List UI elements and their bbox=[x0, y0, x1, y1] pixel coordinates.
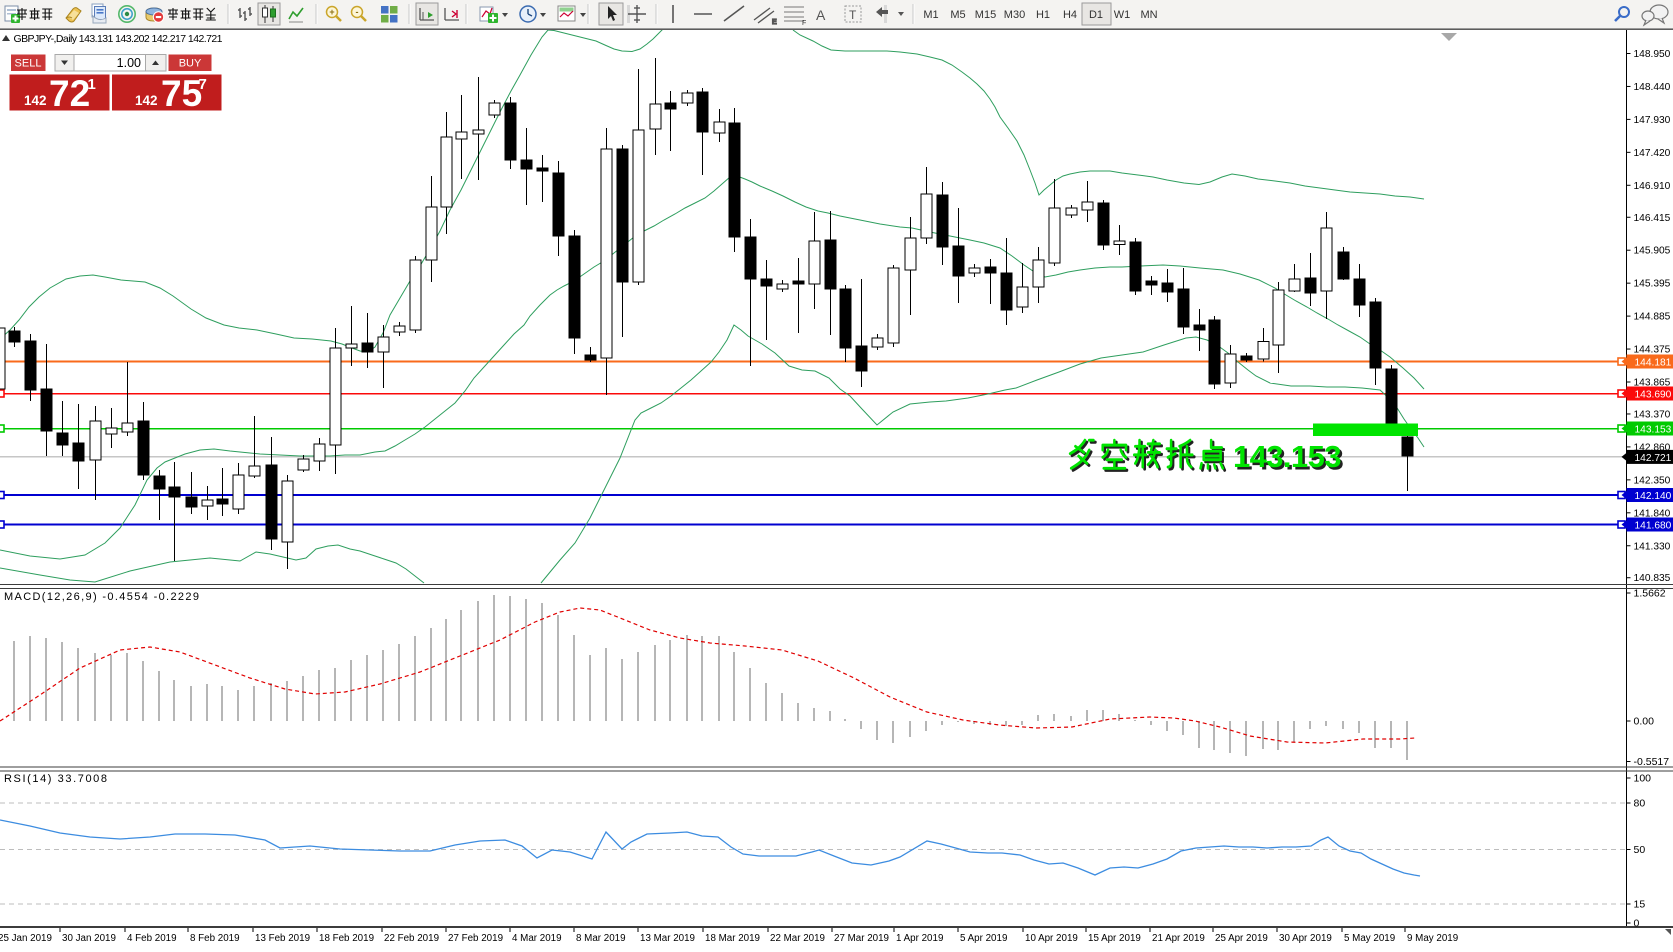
svg-text:9 May 2019: 9 May 2019 bbox=[1407, 933, 1458, 944]
svg-text:141.840: 141.840 bbox=[1634, 508, 1671, 519]
svg-text:W1: W1 bbox=[1114, 9, 1131, 21]
svg-text:143.153: 143.153 bbox=[1235, 441, 1343, 476]
svg-text:140.835: 140.835 bbox=[1634, 573, 1671, 584]
svg-text:142.860: 142.860 bbox=[1634, 442, 1671, 453]
svg-text:4 Mar 2019: 4 Mar 2019 bbox=[512, 933, 562, 944]
svg-text:100: 100 bbox=[1634, 773, 1652, 785]
svg-text:M30: M30 bbox=[1004, 9, 1025, 21]
svg-text:142.350: 142.350 bbox=[1634, 475, 1671, 486]
svg-text:8 Mar 2019: 8 Mar 2019 bbox=[576, 933, 626, 944]
svg-text:18 Feb 2019: 18 Feb 2019 bbox=[319, 933, 374, 944]
svg-text:M1: M1 bbox=[923, 9, 938, 21]
svg-text:145.395: 145.395 bbox=[1634, 279, 1671, 290]
svg-text:A: A bbox=[816, 7, 826, 23]
svg-text:25 Jan 2019: 25 Jan 2019 bbox=[0, 933, 52, 944]
svg-text:1.00: 1.00 bbox=[117, 56, 141, 70]
svg-text:144.885: 144.885 bbox=[1634, 312, 1671, 323]
svg-text:144.375: 144.375 bbox=[1634, 345, 1671, 356]
svg-text:4 Feb 2019: 4 Feb 2019 bbox=[127, 933, 177, 944]
svg-text:GBPJPY-,Daily 143.131 143.202: GBPJPY-,Daily 143.131 143.202 142.217 14… bbox=[14, 33, 223, 45]
svg-text:F: F bbox=[802, 20, 806, 27]
svg-text:142: 142 bbox=[135, 93, 158, 108]
svg-text:-0.5517: -0.5517 bbox=[1634, 756, 1670, 768]
svg-text:143.370: 143.370 bbox=[1634, 409, 1671, 420]
svg-text:7: 7 bbox=[199, 76, 207, 93]
svg-text:BUY: BUY bbox=[179, 58, 202, 70]
svg-text:30 Jan 2019: 30 Jan 2019 bbox=[62, 933, 116, 944]
svg-text:142.140: 142.140 bbox=[1635, 491, 1672, 502]
svg-text:21 Apr 2019: 21 Apr 2019 bbox=[1152, 933, 1205, 944]
svg-text:27 Feb 2019: 27 Feb 2019 bbox=[448, 933, 503, 944]
svg-text:MN: MN bbox=[1140, 9, 1157, 21]
svg-text:143.865: 143.865 bbox=[1634, 377, 1671, 388]
svg-text:143.153: 143.153 bbox=[1635, 425, 1672, 436]
svg-text:13 Feb 2019: 13 Feb 2019 bbox=[255, 933, 310, 944]
svg-text:146.910: 146.910 bbox=[1634, 181, 1671, 192]
svg-text:M15: M15 bbox=[975, 9, 996, 21]
svg-text:0: 0 bbox=[1634, 918, 1640, 930]
svg-text:D1: D1 bbox=[1089, 9, 1103, 21]
svg-text:T: T bbox=[849, 8, 857, 22]
svg-text:27 Mar 2019: 27 Mar 2019 bbox=[834, 933, 889, 944]
svg-text:146.415: 146.415 bbox=[1634, 213, 1671, 224]
svg-text:10 Apr 2019: 10 Apr 2019 bbox=[1025, 933, 1078, 944]
svg-text:144.181: 144.181 bbox=[1635, 358, 1672, 369]
svg-text:80: 80 bbox=[1634, 798, 1646, 810]
svg-text:1 Apr 2019: 1 Apr 2019 bbox=[896, 933, 943, 944]
svg-text:M5: M5 bbox=[950, 9, 965, 21]
svg-text:H4: H4 bbox=[1063, 9, 1077, 21]
svg-text:50: 50 bbox=[1634, 844, 1646, 856]
svg-text:-: - bbox=[356, 7, 359, 17]
svg-text:143.690: 143.690 bbox=[1635, 390, 1672, 401]
svg-text:141.330: 141.330 bbox=[1634, 541, 1671, 552]
svg-text:142: 142 bbox=[24, 93, 47, 108]
svg-text:72: 72 bbox=[49, 73, 90, 114]
svg-text:1.5662: 1.5662 bbox=[1634, 588, 1666, 600]
svg-text:1: 1 bbox=[88, 76, 96, 93]
svg-text:30 Apr 2019: 30 Apr 2019 bbox=[1279, 933, 1332, 944]
svg-text:25 Apr 2019: 25 Apr 2019 bbox=[1215, 933, 1268, 944]
svg-text:22 Feb 2019: 22 Feb 2019 bbox=[384, 933, 439, 944]
svg-text:141.680: 141.680 bbox=[1635, 521, 1672, 532]
svg-text:22 Mar 2019: 22 Mar 2019 bbox=[770, 933, 825, 944]
svg-text:147.420: 147.420 bbox=[1634, 148, 1671, 159]
svg-text:75: 75 bbox=[161, 73, 202, 114]
svg-text:143.153: 143.153 bbox=[1233, 439, 1341, 474]
svg-text:E: E bbox=[772, 19, 777, 26]
svg-text:5 Apr 2019: 5 Apr 2019 bbox=[960, 933, 1007, 944]
svg-text:18 Mar 2019: 18 Mar 2019 bbox=[705, 933, 760, 944]
svg-text:142.721: 142.721 bbox=[1635, 453, 1672, 464]
svg-text:SELL: SELL bbox=[15, 58, 42, 70]
svg-text:15: 15 bbox=[1634, 899, 1646, 911]
svg-text:H1: H1 bbox=[1036, 9, 1050, 21]
svg-text:+: + bbox=[329, 7, 334, 17]
svg-text:5 May 2019: 5 May 2019 bbox=[1344, 933, 1395, 944]
svg-text:8 Feb 2019: 8 Feb 2019 bbox=[190, 933, 240, 944]
svg-text:RSI(14) 33.7008: RSI(14) 33.7008 bbox=[4, 773, 107, 785]
svg-text:148.440: 148.440 bbox=[1634, 82, 1671, 93]
svg-text:148.950: 148.950 bbox=[1634, 49, 1671, 60]
svg-text:13 Mar 2019: 13 Mar 2019 bbox=[640, 933, 695, 944]
svg-text:0.00: 0.00 bbox=[1634, 716, 1655, 728]
svg-text:MACD(12,26,9) -0.4554 -0.2229: MACD(12,26,9) -0.4554 -0.2229 bbox=[4, 591, 199, 603]
svg-text:145.905: 145.905 bbox=[1634, 246, 1671, 257]
svg-text:147.930: 147.930 bbox=[1634, 115, 1671, 126]
svg-text:15 Apr 2019: 15 Apr 2019 bbox=[1088, 933, 1141, 944]
